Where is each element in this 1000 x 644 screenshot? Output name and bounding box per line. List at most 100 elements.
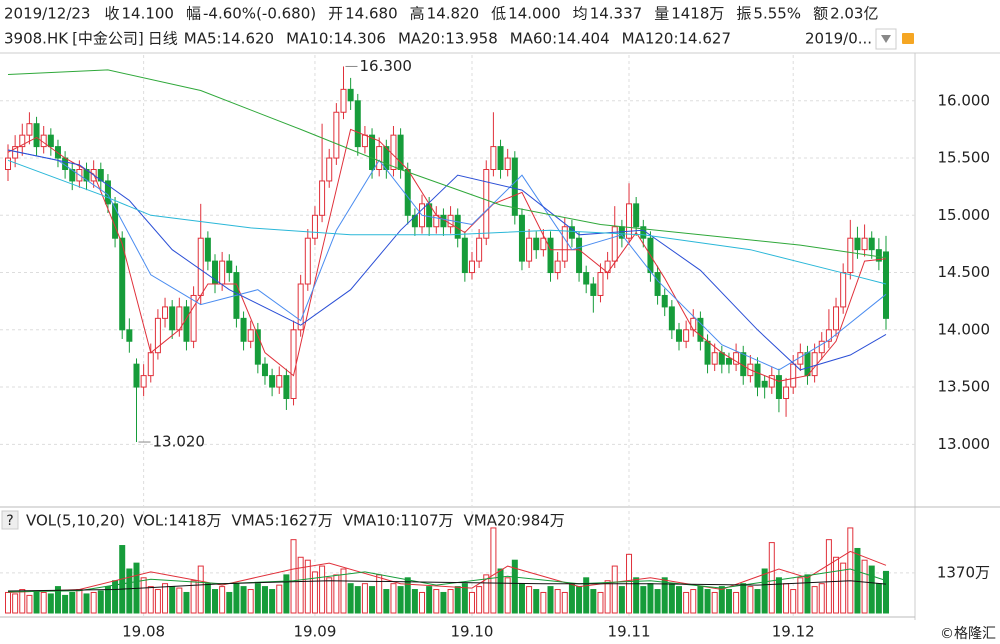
stat-label: 高 [410, 5, 425, 23]
volume-bar [490, 527, 497, 614]
volume-bar [369, 586, 376, 614]
candle-body [804, 352, 811, 377]
candle-body [761, 380, 768, 388]
volume-bar [140, 577, 147, 614]
candle-body [126, 329, 133, 342]
range-selector[interactable]: 2019/0... [805, 30, 872, 48]
candle-body [611, 226, 618, 262]
ma-line [7, 550, 887, 593]
volume-bar [226, 591, 233, 614]
volume-bar [847, 527, 854, 614]
candle-body [775, 375, 782, 400]
candle-body [247, 329, 254, 342]
volume-bar [861, 559, 868, 614]
volume-bar [154, 589, 161, 614]
stat-value: 14.000 [508, 5, 561, 23]
volume-bar [319, 565, 326, 614]
volume-bar [811, 586, 818, 614]
candle-body [576, 237, 583, 274]
stat-value: 14.100 [121, 5, 174, 23]
volume-bar [647, 583, 654, 614]
candle-body [847, 237, 854, 274]
volume-bar [297, 556, 304, 614]
candle-body [854, 237, 861, 251]
ma-legend: MA5:14.620 [184, 30, 274, 48]
volume-bar [176, 587, 183, 614]
candle-body [754, 363, 761, 388]
candle-body [725, 357, 732, 365]
x-tick-label: 19.08 [122, 623, 165, 641]
volume-bar [633, 577, 640, 614]
y-tick-label: 16.000 [938, 91, 991, 109]
candle-body [97, 169, 104, 182]
candle-body [276, 375, 283, 388]
volume-bar [797, 577, 804, 614]
volume-bar [219, 586, 226, 614]
volume-bar [254, 583, 261, 614]
stat-label: 均 [573, 5, 588, 23]
candle-body [718, 352, 725, 365]
candle-body [461, 237, 468, 274]
volume-bar [583, 577, 590, 614]
volume-bar [54, 586, 61, 614]
volume-bar [411, 589, 418, 614]
candle-body [69, 169, 76, 182]
volume-bar [76, 589, 83, 614]
volume-bar [775, 577, 782, 614]
candle-body [5, 157, 11, 171]
candle-body [883, 251, 889, 319]
volume-bar [833, 556, 840, 614]
stat-value: 2.03亿 [830, 5, 878, 23]
ma-line [7, 128, 887, 382]
y-tick-label: 15.000 [938, 206, 991, 224]
volume-bar [40, 591, 47, 614]
volume-bar [440, 591, 447, 614]
ma-line [7, 149, 887, 371]
volume-bar [269, 589, 276, 614]
volume-bar [361, 583, 368, 614]
candle-body [497, 146, 504, 171]
candle-body [511, 157, 518, 216]
candle-body [633, 203, 640, 228]
candle-body [861, 237, 868, 251]
candle-body [219, 260, 226, 285]
candle-body [19, 134, 26, 148]
ma-line [7, 568, 887, 593]
symbol: 3908.HK [4, 30, 69, 48]
volume-bar [162, 583, 169, 614]
volume-bar [554, 589, 561, 614]
candle-body [818, 340, 825, 354]
candle-body [790, 363, 797, 388]
volume-bar [711, 591, 718, 614]
volume-bar [454, 586, 461, 614]
help-button[interactable] [1, 510, 19, 530]
candle-body [554, 260, 561, 274]
ma-line [7, 149, 887, 371]
candle-body [490, 146, 497, 171]
volume-bar [504, 577, 511, 614]
volume-bar [675, 586, 682, 614]
volume-bar [290, 539, 297, 614]
volume-bar [19, 589, 26, 614]
candle-body [197, 237, 204, 296]
candle-body [468, 260, 475, 274]
candle-body [483, 169, 490, 239]
volume-bar [640, 586, 647, 614]
candle-body [840, 272, 847, 308]
dropdown-arrow [881, 35, 891, 43]
volume-bar [690, 589, 697, 614]
volume-bar [419, 591, 426, 614]
candle-body [169, 306, 176, 331]
ma-line [7, 580, 887, 592]
volume-bar [825, 539, 832, 614]
volume-legend: VMA10:1107万 [343, 512, 454, 530]
volume-bar [754, 589, 761, 614]
lock-icon[interactable] [902, 33, 914, 44]
volume-legend: VOL:1418万 [133, 512, 221, 530]
volume-bar [654, 589, 661, 614]
volume-bar [354, 586, 361, 614]
candle-body [868, 237, 875, 251]
candle-body [704, 340, 711, 365]
candle-body [26, 123, 33, 136]
